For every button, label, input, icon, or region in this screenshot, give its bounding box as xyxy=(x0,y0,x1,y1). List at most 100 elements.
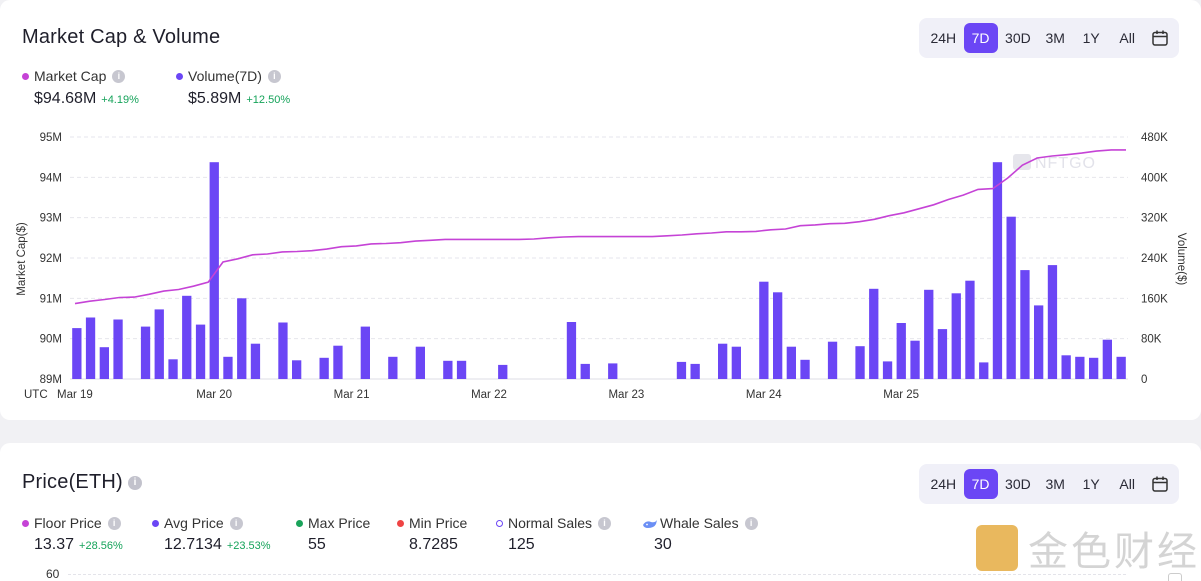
jinse-watermark-text: 金色财经 xyxy=(1028,529,1200,575)
volume-bar[interactable] xyxy=(759,281,769,379)
calendar-icon[interactable] xyxy=(1146,469,1173,499)
stat-normal-sales: Normal Sales i xyxy=(496,515,612,531)
volume-bar[interactable] xyxy=(965,280,975,379)
info-icon[interactable]: i xyxy=(744,516,758,530)
volume-bar[interactable] xyxy=(979,362,989,379)
price-chart-y-tick: 60 xyxy=(46,567,60,581)
volume-bar[interactable] xyxy=(951,293,961,379)
volume-bar[interactable] xyxy=(360,326,370,379)
volume-bar[interactable] xyxy=(1116,356,1126,379)
y-left-tick-label: 89M xyxy=(40,374,62,386)
market-range-24h[interactable]: 24H xyxy=(930,30,957,46)
info-icon[interactable]: i xyxy=(229,516,243,530)
volume-bar[interactable] xyxy=(250,343,261,379)
volume-bar[interactable] xyxy=(869,288,879,379)
min-price-value: 8.7285 xyxy=(409,536,458,553)
volume-bar[interactable] xyxy=(676,361,687,379)
y-left-tick-label: 92M xyxy=(40,253,62,265)
volume-bar[interactable] xyxy=(773,292,783,379)
y-right-axis-title: Volume($) xyxy=(1175,233,1187,286)
volume-bar[interactable] xyxy=(690,363,700,379)
scroll-handle[interactable] xyxy=(1168,573,1182,581)
market-range-3m[interactable]: 3M xyxy=(1045,30,1065,46)
volume-bar[interactable] xyxy=(292,360,302,379)
volume-bar[interactable] xyxy=(223,356,233,379)
volume-bar[interactable] xyxy=(1061,355,1071,379)
volume-bar[interactable] xyxy=(113,319,123,380)
volume-bar[interactable] xyxy=(168,359,178,379)
price-range-7d[interactable]: 7D xyxy=(963,469,998,499)
volume-bar[interactable] xyxy=(278,322,288,380)
volume-bar[interactable] xyxy=(1089,357,1099,379)
max-price-value: 55 xyxy=(308,536,326,553)
volume-bar[interactable] xyxy=(800,359,810,379)
volume-bar[interactable] xyxy=(1075,356,1085,379)
volume-bar[interactable] xyxy=(140,326,151,379)
volume-bar[interactable] xyxy=(731,346,741,379)
volume-bar[interactable] xyxy=(937,329,948,379)
min-price-label: Min Price xyxy=(409,515,468,531)
info-icon[interactable]: i xyxy=(598,516,612,530)
volume-bar[interactable] xyxy=(1047,265,1058,379)
stat-max-price: Max Price xyxy=(296,515,370,531)
price-range-3m[interactable]: 3M xyxy=(1045,476,1065,492)
volume-bar[interactable] xyxy=(85,317,96,380)
volume-bar[interactable] xyxy=(456,360,467,379)
price-range-all[interactable]: All xyxy=(1119,476,1135,492)
volume-bar[interactable] xyxy=(237,298,247,379)
y-left-tick-label: 91M xyxy=(40,293,62,305)
volume-bar[interactable] xyxy=(319,357,329,379)
x-tick-label: Mar 23 xyxy=(608,389,644,401)
info-icon[interactable]: i xyxy=(267,69,281,83)
market-range-30d[interactable]: 30D xyxy=(1005,30,1031,46)
volume-bar[interactable] xyxy=(580,363,590,379)
volume-bar[interactable] xyxy=(182,295,192,379)
volume-bar[interactable] xyxy=(415,346,425,379)
volume-bar[interactable] xyxy=(209,162,219,379)
info-icon[interactable]: i xyxy=(128,476,142,490)
volume-bar[interactable] xyxy=(566,322,577,379)
volume-bar[interactable] xyxy=(333,345,343,379)
market-cap-volume-chart[interactable]: NFTGO 89M 90M 91M 92M 93M 94M 95M 0 80K 160K 240K 3… xyxy=(0,120,1201,410)
volume-bar[interactable] xyxy=(992,162,1003,379)
whale-sales-label: Whale Sales xyxy=(660,515,739,531)
market-range-7d[interactable]: 7D xyxy=(963,23,998,53)
min-price-dot xyxy=(397,519,404,527)
volume-bar[interactable] xyxy=(896,323,906,379)
volume-bar[interactable] xyxy=(855,346,865,379)
info-icon[interactable]: i xyxy=(107,516,121,530)
volume-bar[interactable] xyxy=(718,343,728,379)
volume-bar[interactable] xyxy=(608,363,618,379)
volume-bar[interactable] xyxy=(154,309,164,379)
volume-bar[interactable] xyxy=(1020,270,1030,379)
calendar-icon[interactable] xyxy=(1146,23,1173,53)
volume-bar[interactable] xyxy=(72,328,82,379)
price-range-24h[interactable]: 24H xyxy=(930,476,957,492)
legend-market-cap: Market Cap i xyxy=(22,68,126,84)
volume-bar[interactable] xyxy=(498,364,508,379)
y-right-tick-label: 400K xyxy=(1141,172,1168,184)
price-range-30d[interactable]: 30D xyxy=(1005,476,1031,492)
volume-bar[interactable] xyxy=(827,341,838,379)
volume-bar[interactable] xyxy=(388,356,398,379)
market-range-all[interactable]: All xyxy=(1119,30,1135,46)
volume-bar[interactable] xyxy=(786,346,796,379)
info-icon[interactable]: i xyxy=(112,69,126,83)
volume-bar[interactable] xyxy=(1006,216,1016,379)
volume-bar[interactable] xyxy=(99,347,109,379)
volume-bar[interactable] xyxy=(195,324,206,379)
floor-price-change: +28.56% xyxy=(79,540,123,552)
volume-bar[interactable] xyxy=(882,361,893,379)
whale-sales-value-line: 30 xyxy=(654,536,672,554)
volume-bar[interactable] xyxy=(910,340,920,379)
price-range-1y[interactable]: 1Y xyxy=(1082,476,1100,492)
jinse-watermark: 金色财经 xyxy=(976,519,1200,577)
market-range-1y[interactable]: 1Y xyxy=(1082,30,1100,46)
volume-bar[interactable] xyxy=(924,289,934,379)
stat-min-price: Min Price xyxy=(397,515,467,531)
volume-bar[interactable] xyxy=(1102,339,1112,379)
volume-bar[interactable] xyxy=(1034,305,1044,379)
max-price-value-line: 55 xyxy=(308,536,326,554)
jinse-logo-icon xyxy=(976,525,1018,571)
volume-bar[interactable] xyxy=(443,360,453,379)
